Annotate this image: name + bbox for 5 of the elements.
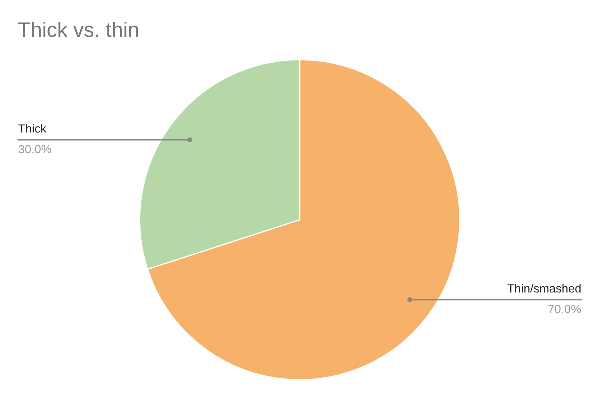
data-label: 30.0%: [18, 145, 52, 154]
slice-label: Thick: [18, 124, 47, 133]
data-label: 70.0%: [548, 305, 582, 314]
slice-label: Thin/smashed: [508, 284, 581, 293]
chart-title: Thick vs. thin: [18, 22, 138, 38]
